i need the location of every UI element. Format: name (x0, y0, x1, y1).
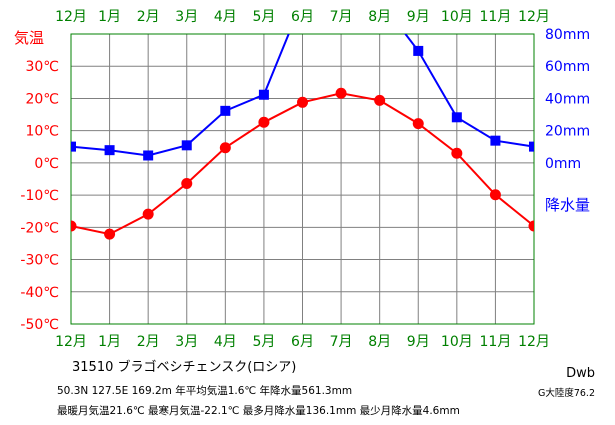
month-label-bottom: 12月 (518, 334, 550, 350)
temperature-tick-label: 30℃ (25, 59, 59, 75)
month-label-top: 12月 (55, 9, 87, 25)
month-label-top: 2月 (137, 9, 160, 25)
temperature-point (412, 118, 424, 130)
month-label-top: 11月 (480, 9, 512, 25)
month-label-bottom: 9月 (407, 334, 430, 350)
temperature-point (451, 147, 463, 159)
plot-frame (70, 33, 535, 325)
series-layer (71, 0, 534, 240)
month-label-top: 10月 (441, 9, 473, 25)
month-label-top: 6月 (291, 9, 314, 25)
month-label-top: 8月 (368, 9, 391, 25)
temperature-point (335, 87, 347, 99)
continentality-note: G大陸度76.2 (537, 388, 595, 399)
precipitation-tick-label: 20mm (545, 124, 590, 140)
temperature-tick-label: -40℃ (20, 285, 59, 301)
month-label-bottom: 12月 (55, 334, 87, 350)
month-label-bottom: 10月 (441, 334, 473, 350)
month-label-bottom: 1月 (98, 334, 121, 350)
bottom-month-labels: 12月 1月 2月 3月 4月 5月 6月 7月 8月 9月 10月 11月 12月 (55, 334, 550, 350)
temperature-tick-label: -10℃ (20, 188, 59, 204)
temperature-point (181, 178, 193, 190)
month-label-bottom: 6月 (291, 334, 314, 350)
station-stats-line-1: 50.3N 127.5E 169.2m 年平均気温1.6℃ 年降水量561.3m… (57, 385, 353, 397)
precipitation-point (529, 141, 534, 152)
temperature-axis: 気温 30℃ 20℃ 10℃ 0℃ -10℃ -20℃ -30℃ -40℃ -50℃ (14, 29, 59, 333)
month-label-top: 9月 (407, 9, 430, 25)
temperature-point (297, 96, 308, 108)
precipitation-point (451, 112, 462, 123)
climate-classification: Dwb (566, 366, 595, 381)
temperature-tick-label: -50℃ (20, 317, 59, 333)
precipitation-point (298, 0, 308, 5)
month-label-bottom: 2月 (137, 334, 160, 350)
precipitation-point (104, 145, 115, 156)
grid-lines (71, 34, 534, 324)
top-month-labels: 12月 1月 2月 3月 4月 5月 6月 7月 8月 9月 10月 11月 12月 (55, 9, 550, 25)
precipitation-point (220, 105, 231, 116)
month-label-top: 12月 (518, 9, 550, 25)
temperature-point (528, 220, 534, 232)
month-label-top: 1月 (98, 9, 121, 25)
precipitation-point (375, 0, 385, 5)
precipitation-tick-label: 40mm (545, 91, 590, 107)
month-label-bottom: 7月 (330, 334, 353, 350)
station-stats-line-2: 最暖月気温21.6℃ 最寒月気温-22.1℃ 最多月降水量136.1mm 最少月… (57, 405, 460, 417)
precipitation-point (490, 135, 501, 146)
month-label-bottom: 11月 (480, 334, 512, 350)
month-label-top: 5月 (252, 9, 275, 25)
precipitation-point (71, 141, 76, 152)
temperature-tick-label: -20℃ (20, 220, 59, 236)
precipitation-point (181, 140, 192, 151)
temperature-point (219, 142, 231, 154)
temperature-point (71, 220, 77, 232)
precipitation-tick-label: 80mm (545, 27, 590, 43)
precipitation-point (258, 89, 269, 100)
month-label-top: 7月 (330, 9, 353, 25)
month-label-bottom: 3月 (175, 334, 198, 350)
month-label-bottom: 5月 (252, 334, 275, 350)
month-label-top: 3月 (175, 9, 198, 25)
month-label-bottom: 8月 (368, 334, 391, 350)
precipitation-tick-label: 60mm (545, 59, 590, 75)
station-name: 31510 ブラゴベシチェンスク(ロシア) (72, 360, 297, 375)
temperature-point (258, 116, 270, 128)
temperature-point (104, 228, 116, 240)
temperature-tick-label: 0℃ (34, 156, 59, 172)
month-label-bottom: 4月 (214, 334, 237, 350)
precipitation-axis-title: 降水量 (545, 196, 590, 214)
temperature-tick-label: -30℃ (20, 253, 59, 269)
temperature-point (142, 208, 154, 220)
temperature-tick-label: 20℃ (25, 91, 59, 107)
temperature-point (489, 189, 501, 201)
precipitation-axis: 降水量 80mm 60mm 40mm 20mm 0mm (545, 27, 590, 214)
temperature-axis-title: 気温 (14, 29, 44, 47)
temperature-point (374, 94, 386, 106)
precipitation-tick-label: 0mm (545, 156, 581, 172)
temperature-tick-label: 10℃ (25, 124, 59, 140)
precipitation-point (413, 45, 424, 56)
plot-area (71, 0, 534, 240)
precipitation-point (143, 150, 154, 161)
month-label-top: 4月 (214, 9, 237, 25)
